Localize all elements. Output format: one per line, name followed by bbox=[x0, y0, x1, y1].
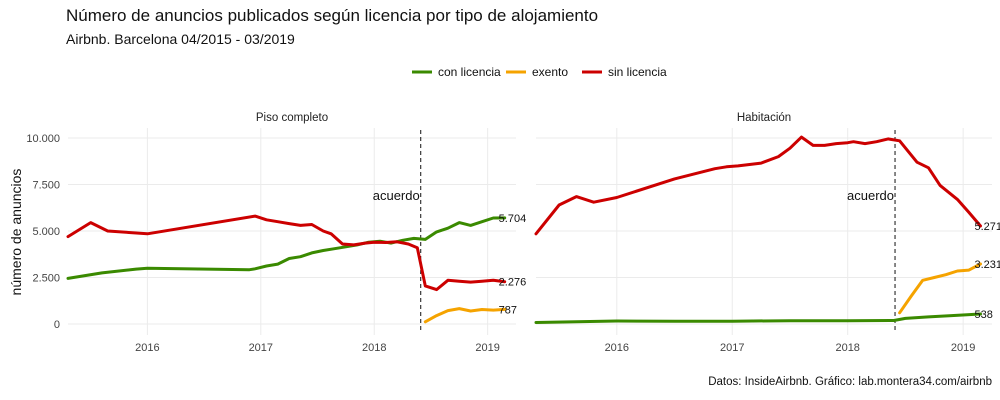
x-tick-label: 2018 bbox=[835, 342, 859, 354]
series-line-con-licencia bbox=[66, 216, 507, 280]
panel-title: Habitación bbox=[737, 112, 791, 124]
end-value-label: 538 bbox=[974, 309, 992, 321]
series-line-exento bbox=[898, 262, 982, 315]
panel-title: Piso completo bbox=[256, 112, 328, 124]
legend-label-1: exento bbox=[532, 65, 568, 79]
chart-caption: Datos: InsideAirbnb. Gráfico: lab.monter… bbox=[708, 376, 992, 388]
legend-label-2: sin licencia bbox=[608, 65, 667, 79]
chart-subtitle: Airbnb. Barcelona 04/2015 - 03/2019 bbox=[66, 31, 295, 47]
end-value-label: 2.276 bbox=[499, 277, 527, 289]
end-value-label: 787 bbox=[499, 304, 517, 316]
x-tick-label: 2017 bbox=[720, 342, 744, 354]
y-tick-label: 2.500 bbox=[32, 273, 60, 285]
y-tick-label: 5.000 bbox=[32, 226, 60, 238]
legend-label-0: con licencia bbox=[438, 65, 501, 79]
series-line-sin-licencia bbox=[66, 214, 507, 292]
end-value-label: 5.704 bbox=[499, 213, 527, 225]
series-line-sin-licencia bbox=[534, 135, 982, 236]
y-tick-label: 0 bbox=[54, 319, 60, 331]
chart-title: Número de anuncios publicados según lice… bbox=[66, 6, 599, 25]
y-tick-label: 10.000 bbox=[26, 133, 60, 145]
x-tick-label: 2019 bbox=[475, 342, 499, 354]
x-tick-label: 2017 bbox=[249, 342, 273, 354]
x-tick-label: 2018 bbox=[362, 342, 386, 354]
agreement-label: acuerdo bbox=[847, 188, 894, 203]
series-line-exento bbox=[423, 307, 507, 324]
y-tick-label: 7.500 bbox=[32, 180, 60, 192]
series-line-con-licencia bbox=[534, 312, 982, 324]
x-tick-label: 2016 bbox=[605, 342, 629, 354]
end-value-label: 5.271 bbox=[974, 221, 1000, 233]
x-tick-label: 2016 bbox=[135, 342, 159, 354]
x-tick-label: 2019 bbox=[951, 342, 975, 354]
end-value-label: 3.231 bbox=[974, 259, 1000, 271]
agreement-label: acuerdo bbox=[373, 188, 420, 203]
y-axis-label: número de anuncios bbox=[8, 169, 24, 296]
